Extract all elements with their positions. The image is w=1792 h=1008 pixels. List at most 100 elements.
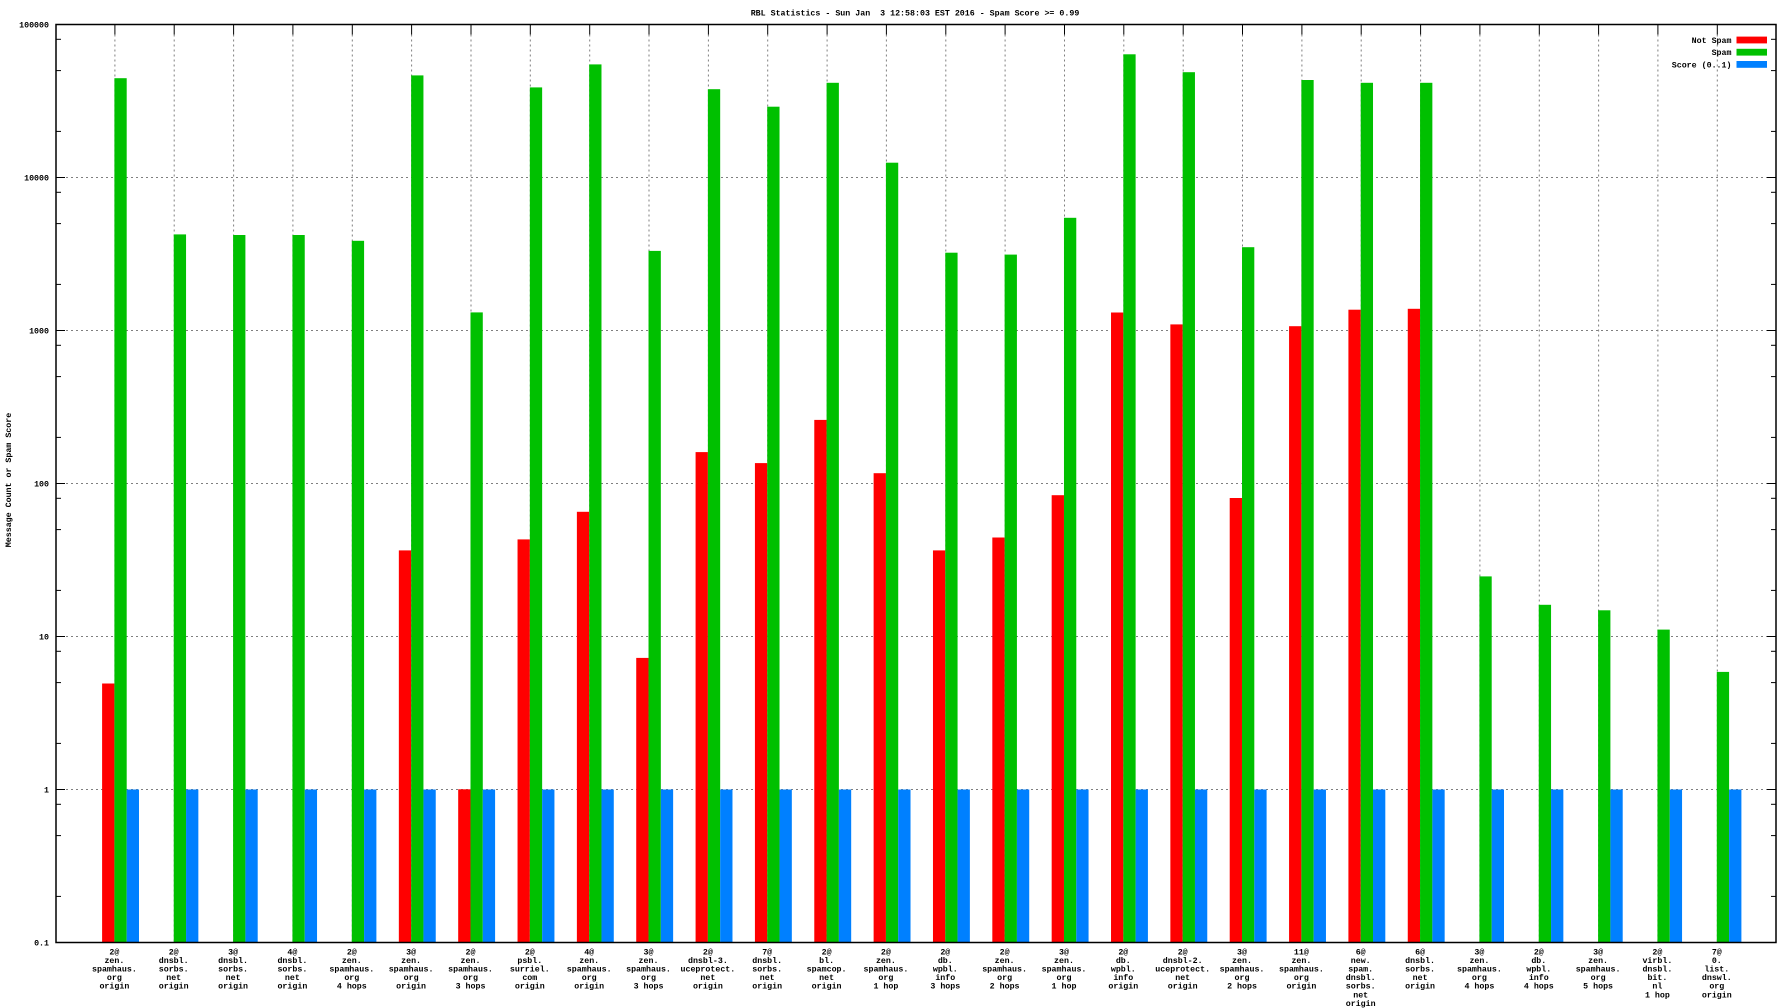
svg-text:2@: 2@ (822, 947, 832, 957)
svg-text:Spam: Spam (1712, 49, 1732, 58)
svg-text:dnsbl.: dnsbl. (1642, 965, 1672, 975)
svg-text:10000: 10000 (24, 175, 49, 184)
svg-text:db.: db. (1116, 956, 1131, 966)
svg-text:org: org (404, 974, 419, 983)
svg-text:net: net (226, 974, 241, 983)
svg-text:origin: origin (515, 982, 545, 992)
svg-text:6@: 6@ (1356, 947, 1366, 957)
svg-text:10: 10 (39, 634, 49, 643)
svg-text:org: org (463, 974, 478, 983)
svg-text:2 hops: 2 hops (990, 982, 1020, 992)
svg-text:2@: 2@ (525, 947, 535, 957)
svg-text:2@: 2@ (1534, 947, 1544, 957)
svg-text:spamhaus.: spamhaus. (1457, 965, 1502, 975)
svg-text:org: org (107, 974, 122, 983)
svg-text:2@: 2@ (1118, 947, 1128, 957)
svg-text:1000: 1000 (29, 328, 49, 337)
svg-text:7@: 7@ (762, 947, 772, 957)
svg-text:org: org (1235, 974, 1250, 983)
svg-text:nl: nl (1652, 982, 1662, 992)
svg-text:3 hops: 3 hops (456, 982, 486, 992)
svg-text:org: org (997, 974, 1012, 983)
svg-text:net: net (760, 974, 775, 983)
svg-text:spam.: spam. (1348, 966, 1373, 975)
svg-text:origin: origin (1702, 990, 1732, 1000)
svg-text:0.1: 0.1 (34, 940, 49, 949)
svg-text:1 hop: 1 hop (1052, 982, 1077, 992)
svg-text:zen.: zen. (1232, 957, 1252, 966)
svg-text:2@: 2@ (703, 947, 713, 957)
svg-text:1 hop: 1 hop (873, 982, 898, 992)
svg-text:sorbs.: sorbs. (1405, 965, 1435, 975)
svg-text:2 hops: 2 hops (1227, 982, 1257, 992)
svg-text:wpbl.: wpbl. (1111, 965, 1136, 975)
svg-text:5 hops: 5 hops (1583, 982, 1613, 992)
svg-text:7@: 7@ (1712, 947, 1722, 957)
svg-text:bit.: bit. (1647, 973, 1667, 983)
svg-text:zen.: zen. (1588, 957, 1608, 966)
svg-text:origin: origin (218, 982, 248, 992)
svg-text:org: org (1591, 974, 1606, 983)
svg-text:zen.: zen. (639, 957, 659, 966)
svg-text:RBL Statistics - Sun Jan 3 12: RBL Statistics - Sun Jan 3 12:58:03 EST … (751, 9, 1080, 19)
svg-text:zen.: zen. (995, 957, 1015, 966)
svg-text:origin: origin (693, 982, 723, 992)
svg-text:org: org (344, 974, 359, 983)
svg-text:dnsbl-3.: dnsbl-3. (688, 956, 728, 966)
svg-text:2@: 2@ (1000, 947, 1010, 957)
svg-text:org: org (582, 974, 597, 983)
svg-text:zen.: zen. (401, 957, 421, 966)
svg-text:4@: 4@ (287, 947, 297, 957)
svg-text:info: info (1113, 973, 1133, 983)
svg-text:net: net (1175, 974, 1190, 983)
svg-text:origin: origin (812, 982, 842, 992)
svg-text:origin: origin (396, 982, 426, 992)
svg-text:4 hops: 4 hops (1464, 982, 1494, 992)
svg-text:3@: 3@ (1237, 947, 1247, 957)
svg-text:2@: 2@ (347, 947, 357, 957)
svg-text:dnswl.: dnswl. (1702, 973, 1732, 983)
svg-text:1: 1 (44, 787, 49, 796)
svg-text:origin: origin (159, 982, 189, 992)
svg-text:Score (0..1): Score (0..1) (1672, 60, 1732, 70)
svg-text:origin: origin (1286, 982, 1316, 992)
svg-text:net: net (285, 974, 300, 983)
svg-text:net: net (1413, 974, 1428, 983)
svg-text:origin: origin (1108, 982, 1138, 992)
svg-text:dnsbl.: dnsbl. (218, 956, 248, 966)
svg-text:2@: 2@ (1652, 947, 1662, 957)
svg-text:com: com (522, 974, 537, 983)
svg-text:origin: origin (752, 982, 782, 992)
svg-text:3@: 3@ (1593, 947, 1603, 957)
svg-text:sorbs.: sorbs. (159, 965, 189, 975)
svg-text:sorbs.: sorbs. (752, 965, 782, 975)
svg-text:org: org (878, 974, 893, 983)
svg-text:4 hops: 4 hops (337, 982, 367, 992)
svg-text:3@: 3@ (1059, 947, 1069, 957)
svg-text:uceprotect.: uceprotect. (1155, 966, 1210, 975)
svg-text:4@: 4@ (584, 947, 594, 957)
svg-text:3 hops: 3 hops (634, 982, 664, 992)
svg-text:dnsbl.: dnsbl. (1405, 956, 1435, 966)
svg-text:2@: 2@ (940, 947, 950, 957)
svg-text:3@: 3@ (228, 947, 238, 957)
svg-text:new.: new. (1351, 957, 1371, 966)
svg-text:org: org (1294, 974, 1309, 983)
svg-text:db.: db. (1531, 956, 1546, 966)
svg-text:psbl.: psbl. (517, 956, 542, 966)
svg-text:2@: 2@ (109, 947, 119, 957)
svg-text:0.: 0. (1712, 957, 1722, 966)
svg-text:net: net (700, 974, 715, 983)
svg-text:1 hop: 1 hop (1645, 990, 1670, 1000)
svg-text:origin: origin (99, 982, 129, 992)
svg-text:dnsbl-2.: dnsbl-2. (1163, 956, 1203, 966)
svg-text:spamhaus.: spamhaus. (92, 965, 137, 975)
svg-text:spamhaus.: spamhaus. (863, 965, 908, 975)
svg-text:sorbs.: sorbs. (1346, 982, 1376, 992)
svg-text:wpbl.: wpbl. (933, 965, 958, 975)
svg-text:Not Spam: Not Spam (1692, 37, 1732, 46)
svg-text:spamhaus.: spamhaus. (448, 965, 493, 975)
svg-text:sorbs.: sorbs. (218, 965, 248, 975)
svg-text:Message Count or Spam Score: Message Count or Spam Score (5, 413, 14, 547)
svg-text:3 hops: 3 hops (930, 982, 960, 992)
